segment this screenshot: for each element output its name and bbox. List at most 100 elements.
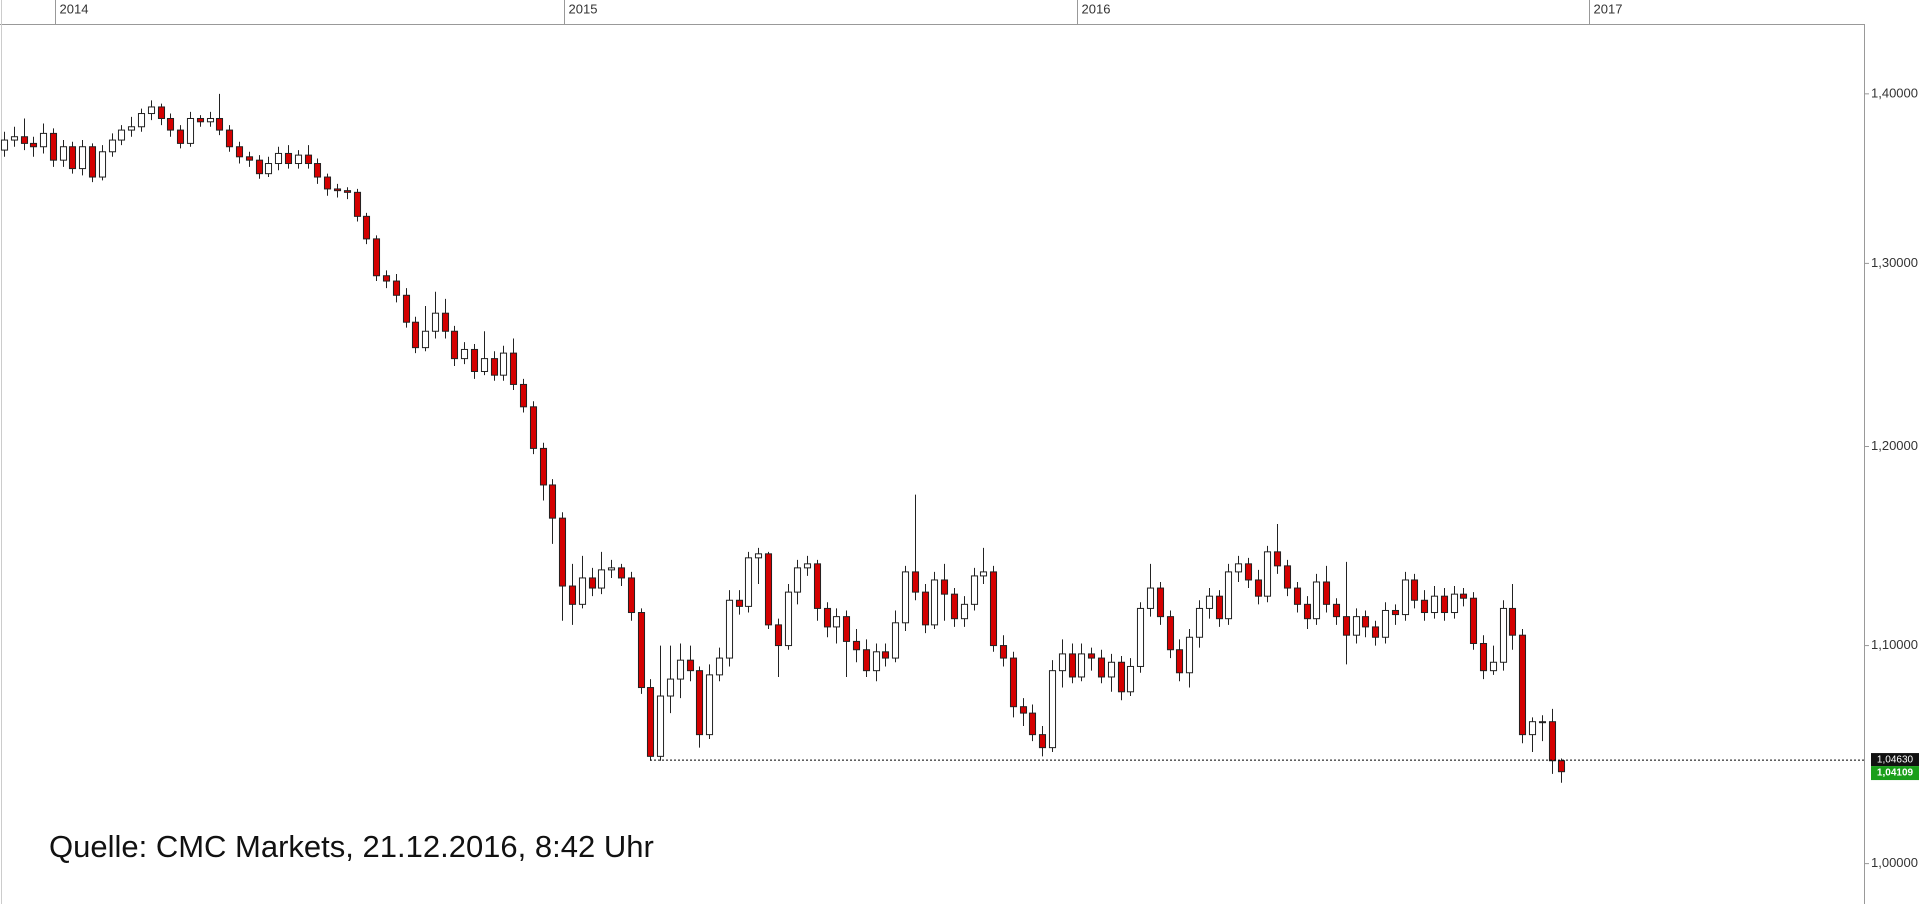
candle-body <box>1508 607 1517 636</box>
candle-body <box>372 238 381 277</box>
candle-body <box>20 136 29 144</box>
candle-body <box>999 645 1008 659</box>
candle-body <box>676 659 685 680</box>
candle-body <box>901 571 910 624</box>
candle-body <box>88 146 97 178</box>
candle-body <box>392 280 401 296</box>
candle-body <box>637 612 646 689</box>
candle-body <box>176 129 185 144</box>
candle-body <box>597 569 606 589</box>
candle-body <box>313 163 322 178</box>
candle-body <box>656 695 665 757</box>
candle-body <box>98 151 107 178</box>
candle-body <box>353 191 362 217</box>
candle-body <box>1322 581 1331 605</box>
candle-body <box>245 156 254 161</box>
candle-body <box>421 330 430 349</box>
candle-body <box>960 603 969 620</box>
x-tick-label: 2014 <box>60 1 89 16</box>
candle-body <box>186 117 195 144</box>
candle-body <box>979 571 988 577</box>
candle-body <box>1087 653 1096 659</box>
candle-body <box>108 139 117 153</box>
candle-body <box>1205 595 1214 609</box>
candle-body <box>68 146 77 170</box>
candle-body <box>1499 607 1508 663</box>
candle-body <box>705 674 714 736</box>
candle-body <box>1058 653 1067 672</box>
candle-body <box>284 152 293 165</box>
candle-body <box>1293 587 1302 605</box>
candle-body <box>39 132 48 148</box>
candle-body <box>862 649 871 672</box>
candle-body <box>1420 599 1429 614</box>
candle-body <box>891 622 900 659</box>
candle-body <box>1068 653 1077 678</box>
candle-body <box>0 139 9 151</box>
candle-body <box>1528 721 1537 736</box>
candle-body <box>1342 616 1351 636</box>
candle-body <box>49 132 58 161</box>
candle-body <box>744 557 753 607</box>
candle-body <box>509 352 518 385</box>
candle-body <box>441 312 450 332</box>
candle-body <box>255 159 264 175</box>
candle-body <box>813 563 822 609</box>
candle-body <box>196 117 205 123</box>
candle-body <box>411 321 420 349</box>
candle-body <box>1097 657 1106 678</box>
candle-body <box>578 577 587 605</box>
candle-body <box>1332 603 1341 618</box>
candle-body <box>147 106 156 115</box>
candle-body <box>1156 587 1165 618</box>
candle-body <box>1009 657 1018 708</box>
candle-body <box>842 616 851 642</box>
candle-body <box>1371 626 1380 638</box>
candle-body <box>29 142 38 148</box>
candle-body <box>157 106 166 119</box>
candle-body <box>206 117 215 123</box>
y-tick-label: 1,40000 <box>1871 85 1918 100</box>
candle-body <box>940 579 949 595</box>
candle-body <box>588 577 597 589</box>
candle-body <box>715 657 724 676</box>
candle-body <box>1126 665 1135 693</box>
candle-body <box>1283 565 1292 589</box>
candle-body <box>1538 721 1547 724</box>
candle-body <box>617 567 626 579</box>
candle-body <box>1381 609 1390 638</box>
candle-body <box>470 348 479 372</box>
candle-body <box>274 152 283 165</box>
candle-body <box>872 651 881 672</box>
candle-body <box>803 563 812 569</box>
candle-body <box>558 517 567 587</box>
candle-body <box>1254 579 1263 597</box>
candle-body <box>323 176 332 190</box>
candle-body <box>1077 653 1086 678</box>
candle-body <box>930 579 939 626</box>
candle-body <box>480 358 489 372</box>
candle-body <box>59 146 68 161</box>
candle-body <box>646 687 655 757</box>
candle-body <box>235 146 244 158</box>
x-tick-label: 2015 <box>569 1 598 16</box>
candle-body <box>832 616 841 628</box>
candle-body <box>382 275 391 282</box>
candle-body <box>1518 634 1527 736</box>
candle-body <box>1019 706 1028 714</box>
candle-body <box>1557 760 1566 773</box>
candle-body <box>1489 661 1498 672</box>
candle-body <box>166 117 175 131</box>
last-price-box <box>1871 766 1919 781</box>
candle-body <box>343 190 352 193</box>
candle-body <box>499 352 508 376</box>
candle-body <box>264 163 273 175</box>
candle-body <box>1479 642 1488 672</box>
candle-body <box>989 571 998 647</box>
candle-body <box>764 553 773 626</box>
candle-body <box>362 215 371 240</box>
candle-body <box>431 312 440 332</box>
y-tick-label: 1,10000 <box>1871 637 1918 652</box>
